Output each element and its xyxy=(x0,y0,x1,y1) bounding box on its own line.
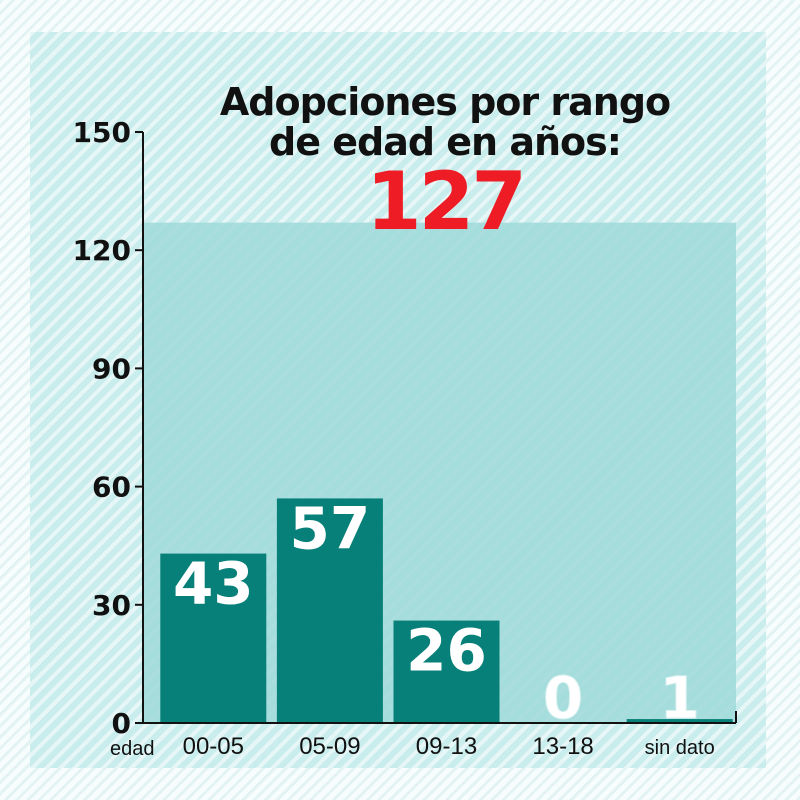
data-label: 1 xyxy=(660,664,700,732)
y-tick-label: 60 xyxy=(92,471,131,504)
x-tick-label: 13-18 xyxy=(532,733,593,760)
bar xyxy=(393,620,500,723)
data-label: 26 xyxy=(406,617,487,685)
y-tick-label: 120 xyxy=(73,234,131,267)
x-axis-title: edad xyxy=(110,738,155,760)
data-label: 43 xyxy=(173,550,254,618)
x-tick-label: sin dato xyxy=(645,737,715,759)
chart-title: Adopciones por rango de edad en años: xyxy=(219,80,671,164)
y-tick-label: 30 xyxy=(92,589,131,622)
y-tick-label: 150 xyxy=(73,116,131,149)
y-tick-label: 0 xyxy=(112,707,131,740)
bar xyxy=(160,553,267,723)
x-tick-label: 09-13 xyxy=(416,733,477,760)
chart-total-value: 127 xyxy=(366,155,527,248)
y-tick-label: 90 xyxy=(92,352,131,385)
x-tick-label: 00-05 xyxy=(183,733,244,760)
data-label: 0 xyxy=(543,664,583,732)
bar xyxy=(276,498,383,723)
x-tick-label: 05-09 xyxy=(299,733,360,760)
data-label: 57 xyxy=(290,494,371,562)
bar xyxy=(626,719,733,723)
